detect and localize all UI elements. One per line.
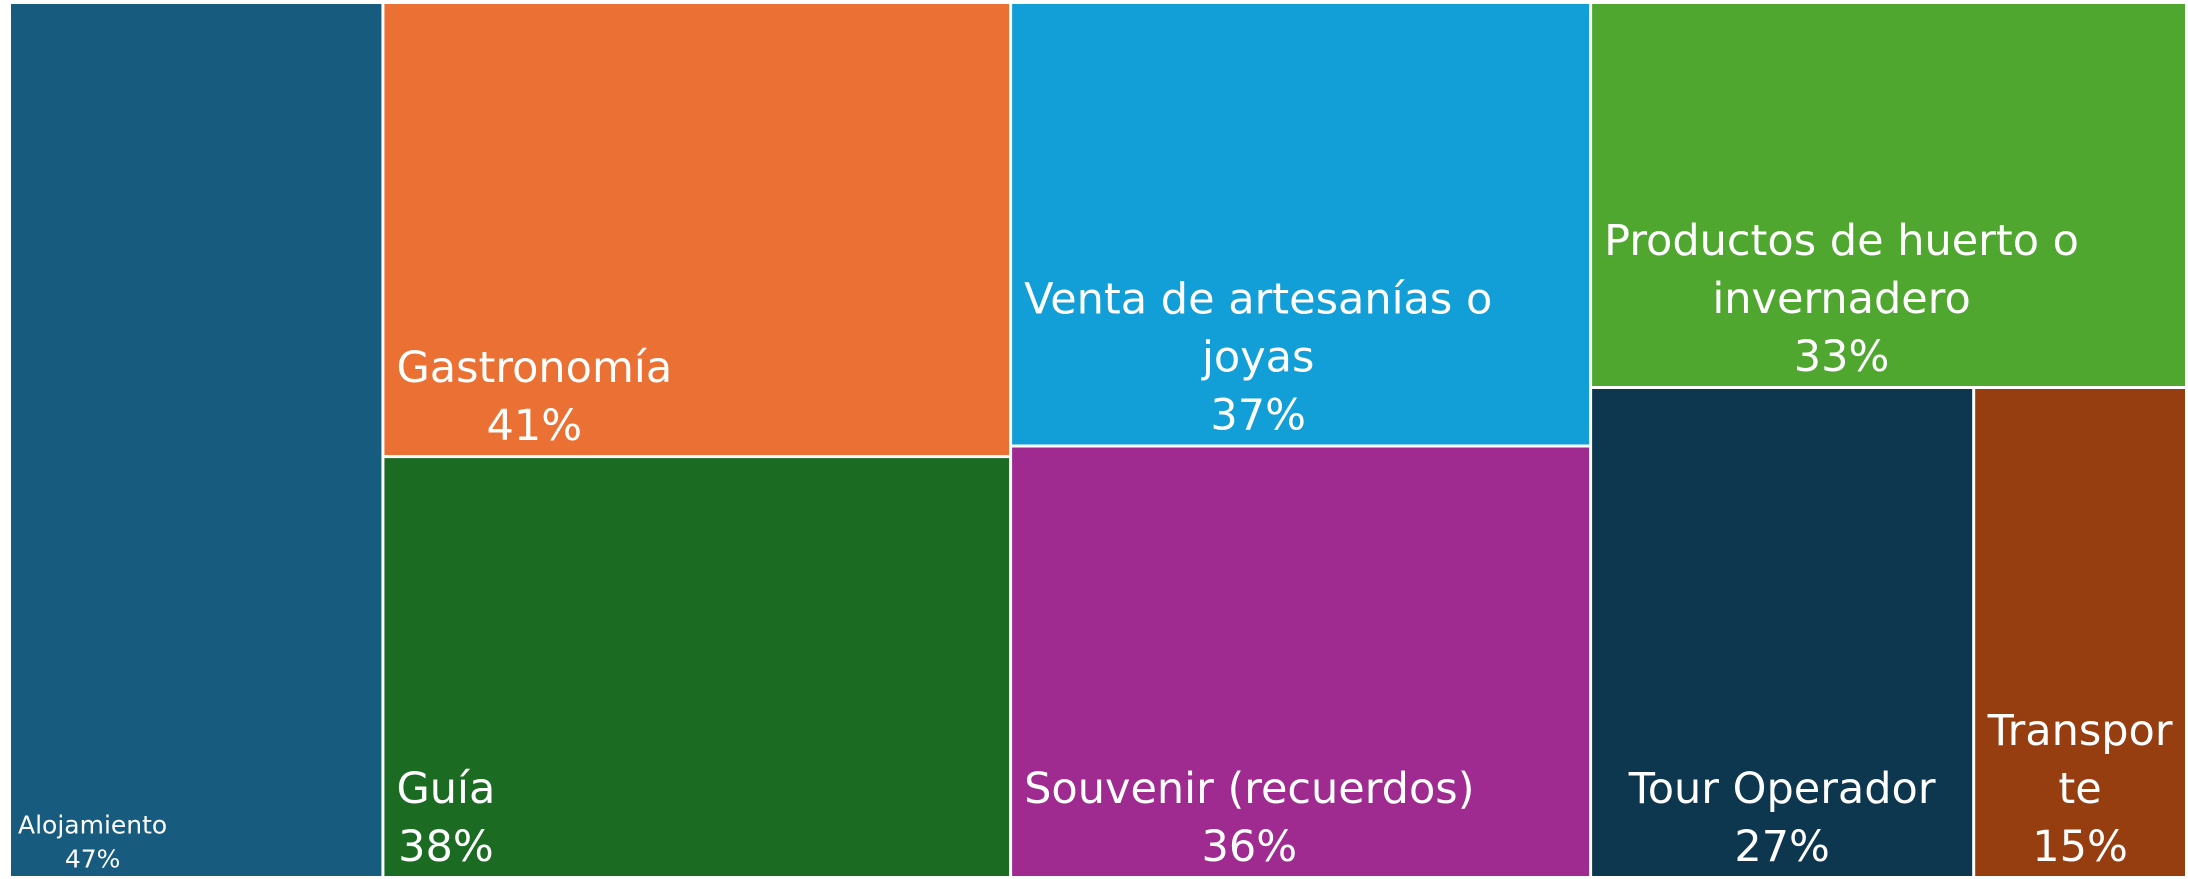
category-label: Alojamiento bbox=[18, 811, 167, 840]
value-label: 41% bbox=[487, 401, 583, 451]
value-label: 33% bbox=[1794, 332, 1890, 382]
category-label: Productos de huerto o invernadero bbox=[1604, 216, 2079, 324]
value-label: 15% bbox=[2032, 822, 2128, 872]
treemap-tile bbox=[1592, 4, 2185, 386]
category-label: Venta de artesanías o joyas bbox=[1024, 274, 1492, 382]
treemap-tile bbox=[384, 458, 1010, 876]
value-label: 38% bbox=[398, 822, 494, 872]
tile-label: Transpor te 15% bbox=[1987, 706, 2173, 872]
treemap-tile bbox=[1012, 447, 1590, 876]
tile-label: Guía 38% bbox=[396, 764, 495, 872]
tile-label: Alojamiento 47% bbox=[18, 811, 167, 874]
category-label: Tour Operador bbox=[1628, 764, 1936, 814]
tile-label: Souvenir (recuerdos) 36% bbox=[1024, 764, 1474, 872]
tile-label: Productos de huerto o invernadero 33% bbox=[1604, 216, 2079, 382]
treemap-tile bbox=[1975, 389, 2185, 876]
category-label: Guía bbox=[396, 764, 495, 814]
value-label: 36% bbox=[1202, 822, 1298, 872]
treemap-tile bbox=[1592, 389, 1973, 876]
tile-label: Gastronomía 41% bbox=[396, 343, 672, 451]
treemap-tile bbox=[11, 4, 382, 876]
tile-label: Venta de artesanías o joyas 37% bbox=[1024, 274, 1492, 440]
tile-label: Tour Operador 27% bbox=[1628, 764, 1936, 872]
value-label: 27% bbox=[1734, 822, 1830, 872]
category-label: Transpor te bbox=[1987, 706, 2173, 814]
category-label: Gastronomía bbox=[396, 343, 672, 393]
value-label: 47% bbox=[65, 844, 121, 873]
value-label: 37% bbox=[1210, 390, 1306, 440]
category-label: Souvenir (recuerdos) bbox=[1024, 764, 1474, 814]
treemap-tile bbox=[1012, 4, 1590, 445]
treemap-tile bbox=[384, 4, 1010, 456]
